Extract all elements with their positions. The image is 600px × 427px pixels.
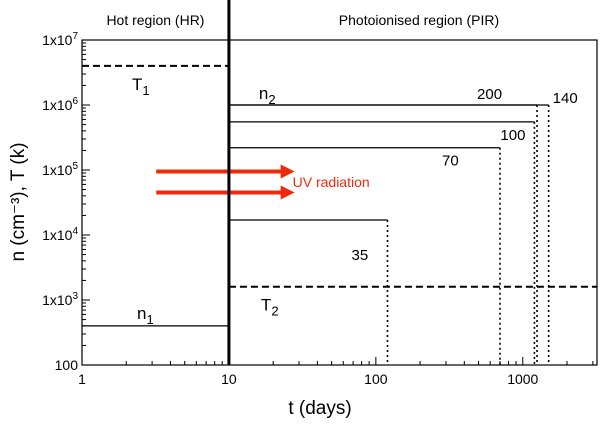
temperature-label-1: T1 (132, 75, 150, 98)
x-tick-label: 1 (78, 371, 86, 387)
pir-curve-label-140: 140 (553, 90, 578, 107)
x-ticks: 1 10 100 1000 (78, 357, 594, 387)
y-tick-label: 1x105 (42, 161, 78, 178)
y-ticks: 100 1x103 1x104 1x105 1x106 1x107 (42, 31, 90, 373)
region-label-photoionised: Photoionised region (PIR) (339, 12, 499, 28)
pir-curve-label-35: 35 (351, 247, 368, 264)
pir-curve-label-70: 70 (442, 153, 459, 170)
y-tick-label: 100 (55, 357, 79, 373)
y-tick-label: 1x103 (42, 291, 78, 308)
region-label-hot: Hot region (HR) (106, 12, 204, 28)
series-labels: T1 T2 n1 35 70 100 200 140 n2 (132, 75, 578, 327)
x-tick-label: 10 (221, 371, 237, 387)
plot-frame (81, 39, 598, 366)
x-tick-label: 100 (364, 371, 388, 387)
y-tick-label: 1x104 (42, 226, 78, 243)
density-label-2: n2 (259, 84, 276, 107)
temperature-label-2: T2 (261, 296, 279, 319)
uv-arrows (156, 164, 295, 200)
series-lines (82, 64, 597, 365)
density-label-1: n1 (137, 304, 154, 327)
y-tick-label: 1x107 (42, 31, 78, 48)
pir-curve-label-200: 200 (477, 86, 502, 103)
uv-arrow-head (280, 164, 295, 179)
x-tick-label: 1000 (507, 371, 538, 387)
pir-curve-label-100: 100 (500, 127, 525, 144)
y-tick-label: 1x106 (42, 96, 78, 113)
uv-radiation-label: UV radiation (293, 174, 370, 190)
x-axis-label: t (days) (288, 398, 351, 419)
uv-arrow-head (280, 185, 295, 200)
y-axis-label: n (cm⁻³), T (k) (8, 142, 29, 261)
